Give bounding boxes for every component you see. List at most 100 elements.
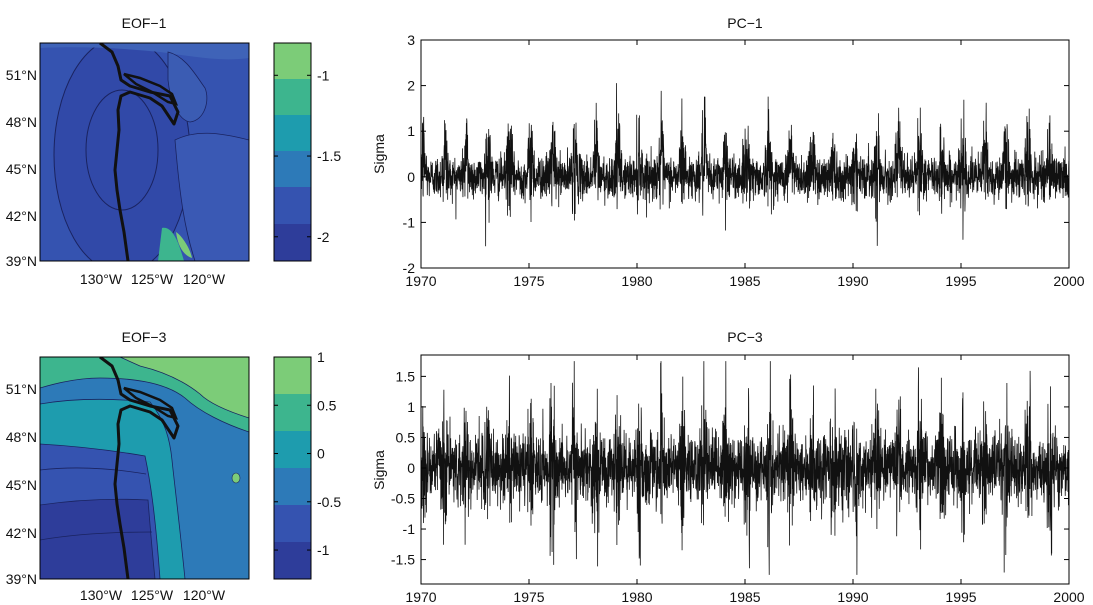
pc3-panel: PC−3 Sigma 1970 1975 1980 1985 1990 1995 20001… bbox=[371, 329, 1085, 605]
eof1-colorbar bbox=[273, 42, 312, 262]
eof3-colorbar-seg bbox=[274, 431, 311, 468]
x-tick-label: 1975 bbox=[513, 273, 544, 289]
eof1-title: EOF−1 bbox=[122, 15, 167, 31]
eof3-lon-tick: 130°W bbox=[80, 587, 123, 603]
eof1-lon-tick: 120°W bbox=[183, 271, 226, 287]
eof3-lon-ticks: 130°W 125°W 120°W bbox=[80, 587, 226, 603]
eof1-colorbar-seg bbox=[274, 43, 311, 79]
eof1-colorbar-seg bbox=[274, 187, 311, 224]
eof3-lat-ticks: 51°N 48°N 45°N 42°N 39°N bbox=[6, 381, 37, 587]
colorbar-tick-label: -2 bbox=[317, 229, 330, 245]
eof3-colorbar-seg bbox=[274, 505, 311, 542]
x-tick-label: 1970 bbox=[405, 589, 436, 605]
eof1-core-region bbox=[54, 43, 190, 261]
x-tick-label: 1985 bbox=[729, 589, 760, 605]
pc-series-line bbox=[421, 361, 1069, 575]
eof3-lon-tick: 125°W bbox=[131, 587, 174, 603]
eof1-lat-tick: 51°N bbox=[6, 67, 37, 83]
colorbar-tick-label: 0.5 bbox=[317, 397, 337, 413]
eof3-colorbar-ticks: 1 0.5 0 -0.5 -1 bbox=[274, 349, 341, 558]
colorbar-tick-label: -1.5 bbox=[317, 148, 341, 164]
eof3-lat-tick: 48°N bbox=[6, 429, 37, 445]
eof3-small-feature bbox=[231, 472, 241, 484]
eof3-lat-tick: 45°N bbox=[6, 477, 37, 493]
eof3-lat-tick: 42°N bbox=[6, 525, 37, 541]
eof1-colorbar-seg bbox=[274, 151, 311, 187]
eof3-lat-tick: 51°N bbox=[6, 381, 37, 397]
eof1-lat-tick: 42°N bbox=[6, 208, 37, 224]
eof1-top-light-region bbox=[40, 43, 249, 60]
eof3-panel: EOF−3 51°N 48°N 45°N 42°N 39°N 130°W 125… bbox=[6, 329, 342, 603]
eof3-contour bbox=[40, 531, 153, 541]
eof1-lat-ticks: 51°N 48°N 45°N 42°N 39°N bbox=[6, 67, 37, 269]
y-tick-label: -1 bbox=[403, 214, 416, 230]
eof1-panel: EOF−1 51°N 48°N 45°N 42°N 39°N 130°W 125… bbox=[6, 15, 342, 287]
eof3-deep-region bbox=[40, 498, 156, 579]
y-tick-label: 0 bbox=[407, 460, 415, 476]
eof3-island-outline bbox=[123, 386, 179, 420]
pc3-axis-ticks: 1970 1975 1980 1985 1990 1995 2000 1.5 1 0.5 0 -0.5… bbox=[391, 355, 1085, 605]
x-tick-label: 1975 bbox=[513, 589, 544, 605]
eof3-title: EOF−3 bbox=[122, 329, 167, 345]
eof1-coastline bbox=[99, 43, 180, 261]
y-tick-label: 2 bbox=[407, 78, 415, 94]
eof1-colorbar-ticks: -1 -1.5 -2 bbox=[274, 67, 341, 245]
eof3-lon-tick: 120°W bbox=[183, 587, 226, 603]
y-tick-label: -2 bbox=[403, 260, 416, 276]
pc1-title: PC−1 bbox=[727, 15, 763, 31]
pc1-axis-ticks: 1970 1975 1980 1985 1990 1995 2000 3 2 1 0 -1 -2 bbox=[403, 32, 1085, 289]
eof1-colorbar-seg bbox=[274, 79, 311, 115]
y-tick-label: 0.5 bbox=[396, 429, 416, 445]
colorbar-tick-label: 1 bbox=[317, 349, 325, 365]
eof1-lon-tick: 125°W bbox=[131, 271, 174, 287]
pc3-ylabel: Sigma bbox=[371, 450, 387, 490]
eof3-field bbox=[40, 357, 249, 579]
eof1-lat-tick: 45°N bbox=[6, 161, 37, 177]
y-tick-label: -1 bbox=[403, 521, 416, 537]
pc-series-line bbox=[421, 83, 1069, 247]
y-tick-label: -1.5 bbox=[391, 552, 415, 568]
eof1-south-peak-region bbox=[176, 232, 192, 258]
eof3-colorbar-seg bbox=[274, 357, 311, 394]
eof1-colorbar-seg bbox=[274, 224, 311, 261]
y-tick-label: 3 bbox=[407, 32, 415, 48]
eof1-map-frame bbox=[39, 42, 250, 262]
eof1-lat-tick: 48°N bbox=[6, 114, 37, 130]
x-tick-label: 1980 bbox=[621, 589, 652, 605]
x-tick-label: 1990 bbox=[837, 589, 868, 605]
eof1-lon-tick: 130°W bbox=[80, 271, 123, 287]
colorbar-tick-label: 0 bbox=[317, 446, 325, 462]
eof3-lat-tick: 39°N bbox=[6, 571, 37, 587]
y-tick-label: 0 bbox=[407, 169, 415, 185]
colorbar-tick-label: -1 bbox=[317, 542, 330, 558]
x-tick-label: 1995 bbox=[945, 589, 976, 605]
eof3-contour bbox=[40, 467, 147, 475]
eof1-colorbar-frame bbox=[273, 42, 312, 262]
colorbar-tick-label: -0.5 bbox=[317, 494, 341, 510]
y-tick-label: -0.5 bbox=[391, 491, 415, 507]
x-tick-label: 1980 bbox=[621, 273, 652, 289]
pc3-plot-area bbox=[421, 361, 1069, 575]
eof1-field bbox=[40, 43, 249, 261]
eof1-inner-contour bbox=[85, 89, 159, 211]
eof3-colorbar-frame bbox=[273, 356, 312, 580]
eof1-lat-tick: 39°N bbox=[6, 253, 37, 269]
x-tick-label: 2000 bbox=[1053, 589, 1084, 605]
eof1-island-outline bbox=[123, 72, 179, 106]
x-tick-label: 1995 bbox=[945, 273, 976, 289]
colorbar-tick-label: -1 bbox=[317, 67, 330, 83]
eof3-colorbar-seg bbox=[274, 468, 311, 505]
y-tick-label: 1 bbox=[407, 123, 415, 139]
pc3-title: PC−3 bbox=[727, 329, 763, 345]
x-tick-label: 1990 bbox=[837, 273, 868, 289]
y-tick-label: 1 bbox=[407, 399, 415, 415]
eof3-northeast-bright-region bbox=[119, 357, 249, 419]
eof1-south-bright-region bbox=[158, 227, 184, 261]
eof1-colorbar-seg bbox=[274, 115, 311, 151]
y-tick-label: 1.5 bbox=[396, 368, 416, 384]
eof3-colorbar-seg bbox=[274, 394, 311, 431]
eof3-colorbar bbox=[273, 356, 312, 580]
eof1-lon-ticks: 130°W 125°W 120°W bbox=[80, 271, 226, 287]
x-tick-label: 2000 bbox=[1053, 273, 1084, 289]
